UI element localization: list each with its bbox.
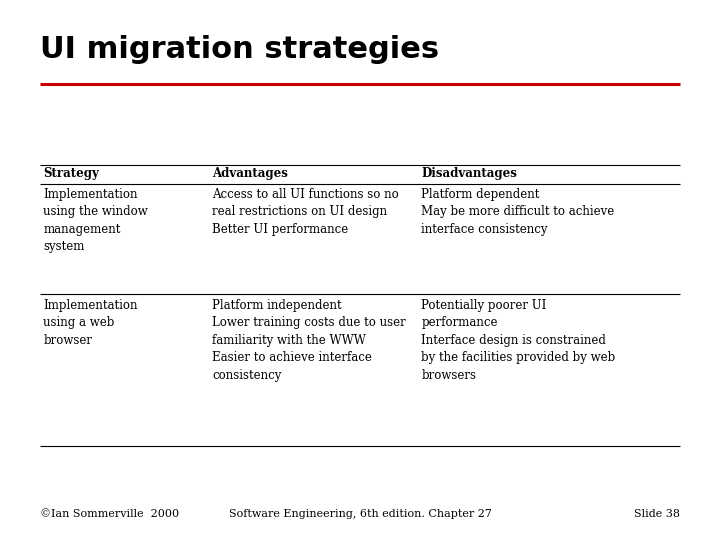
Text: UI migration strategies: UI migration strategies <box>40 35 438 64</box>
Text: Advantages: Advantages <box>212 167 288 180</box>
Text: Slide 38: Slide 38 <box>634 509 680 519</box>
Text: Implementation
using the window
management
system: Implementation using the window manageme… <box>43 188 148 253</box>
Text: Potentially poorer UI
performance
Interface design is constrained
by the facilit: Potentially poorer UI performance Interf… <box>421 299 616 382</box>
Text: Access to all UI functions so no
real restrictions on UI design
Better UI perfor: Access to all UI functions so no real re… <box>212 188 399 236</box>
Text: Platform dependent
May be more difficult to achieve
interface consistency: Platform dependent May be more difficult… <box>421 188 614 236</box>
Text: Disadvantages: Disadvantages <box>421 167 517 180</box>
Text: Implementation
using a web
browser: Implementation using a web browser <box>43 299 138 347</box>
Text: Software Engineering, 6th edition. Chapter 27: Software Engineering, 6th edition. Chapt… <box>228 509 492 519</box>
Text: ©Ian Sommerville  2000: ©Ian Sommerville 2000 <box>40 509 179 519</box>
Text: Strategy: Strategy <box>43 167 99 180</box>
Text: Platform independent
Lower training costs due to user
familiarity with the WWW
E: Platform independent Lower training cost… <box>212 299 406 382</box>
